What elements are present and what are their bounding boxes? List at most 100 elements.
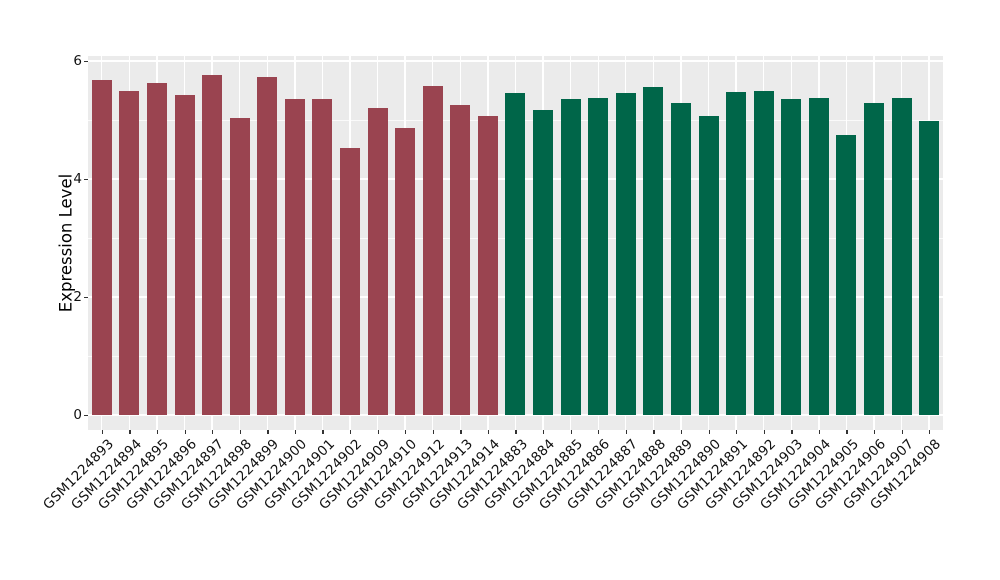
x-axis-tick [736,430,738,434]
x-axis-ticks [88,430,943,435]
y-axis-tick [84,414,88,416]
x-axis-tick-labels: GSM1224893 GSM1224894 GSM1224895 GSM1224896… [40,434,945,554]
bar [367,107,388,415]
x-tick-slot [336,430,364,435]
bar-slot [557,56,585,430]
x-tick-slot [860,430,888,435]
bar [312,98,333,415]
bar-slot [88,56,116,430]
bar-slot [281,56,309,430]
x-axis-tick [708,430,710,434]
bar-slot [143,56,171,430]
x-tick-slot [640,430,668,435]
x-tick-slot [364,430,392,435]
bar [450,104,471,415]
x-tick-slot [805,430,833,435]
bar-slots [88,56,943,430]
bar [146,83,167,415]
bar-slot [309,56,337,430]
bar-slot [226,56,254,430]
bar [533,109,554,415]
bar-slot [391,56,419,430]
x-tick-slot [253,430,281,435]
x-axis-tick [846,430,848,434]
x-tick-slot [226,430,254,435]
bar [284,99,305,415]
x-tick-slot [309,430,337,435]
x-tick-slot [88,430,116,435]
x-axis-tick [212,430,214,434]
bar-slot [667,56,695,430]
x-axis-tick [625,430,628,434]
x-tick-slot [474,430,502,435]
bar-slot [474,56,502,430]
x-axis-tick [349,430,352,434]
bar-slot [888,56,916,430]
x-tick-slot [281,430,309,435]
x-axis-tick [487,430,490,434]
x-axis-tick [929,430,931,434]
bar-slot [833,56,861,430]
x-tick-slot [695,430,723,435]
bar-slot [529,56,557,430]
x-axis-tick [818,430,821,434]
x-axis-tick [432,430,435,434]
bar-slot [171,56,199,430]
x-tick-slot [198,430,226,435]
bar [91,79,112,415]
y-tick-label: 4 [73,171,82,187]
x-tick-slot [612,430,640,435]
bar-slot [777,56,805,430]
x-tick-slot [502,430,530,435]
bar [863,102,884,415]
bar-slot [364,56,392,430]
y-tick-label: 0 [73,407,82,423]
x-axis-tick [653,430,655,434]
bar-slot [805,56,833,430]
bar [808,98,829,415]
bar-slot [722,56,750,430]
x-tick-slot [557,430,585,435]
x-tick-slot [888,430,916,435]
bar [229,117,250,415]
x-axis-tick [460,430,462,434]
bar-slot [612,56,640,430]
x-axis-tick [294,430,297,434]
x-axis-tick [873,430,876,434]
bar [257,76,278,415]
y-axis-tick-labels: 0 2 4 6 [0,53,82,430]
x-tick-slot [777,430,805,435]
x-axis-tick [791,430,793,434]
bar [753,90,774,415]
bar-slot [447,56,475,430]
y-axis-ticks [0,56,88,430]
x-axis-tick [184,430,186,434]
x-axis-tick [763,430,765,434]
bar [698,116,719,415]
x-axis-tick [570,430,572,434]
bar-slot [419,56,447,430]
x-tick-slot [447,430,475,435]
bar-slot [695,56,723,430]
bar [119,91,140,415]
x-axis-tick [322,430,324,434]
x-tick-slot [116,430,144,435]
bar [505,92,526,415]
x-axis-tick [680,430,683,434]
bar [560,99,581,415]
bar [643,86,664,415]
bar [202,75,223,415]
bar-slot [915,56,943,430]
x-axis-tick [377,430,379,434]
y-tick-label: 6 [73,53,82,69]
x-axis-tick [156,430,159,434]
y-axis-tick [84,178,88,180]
x-tick-slot [419,430,447,435]
x-tick-slot [722,430,750,435]
bar [726,91,747,415]
x-label-slot: GSM1224908 [868,434,945,554]
x-axis-tick [239,430,241,434]
bar-slot [750,56,778,430]
y-tick-label: 2 [73,289,82,305]
bar [395,127,416,415]
